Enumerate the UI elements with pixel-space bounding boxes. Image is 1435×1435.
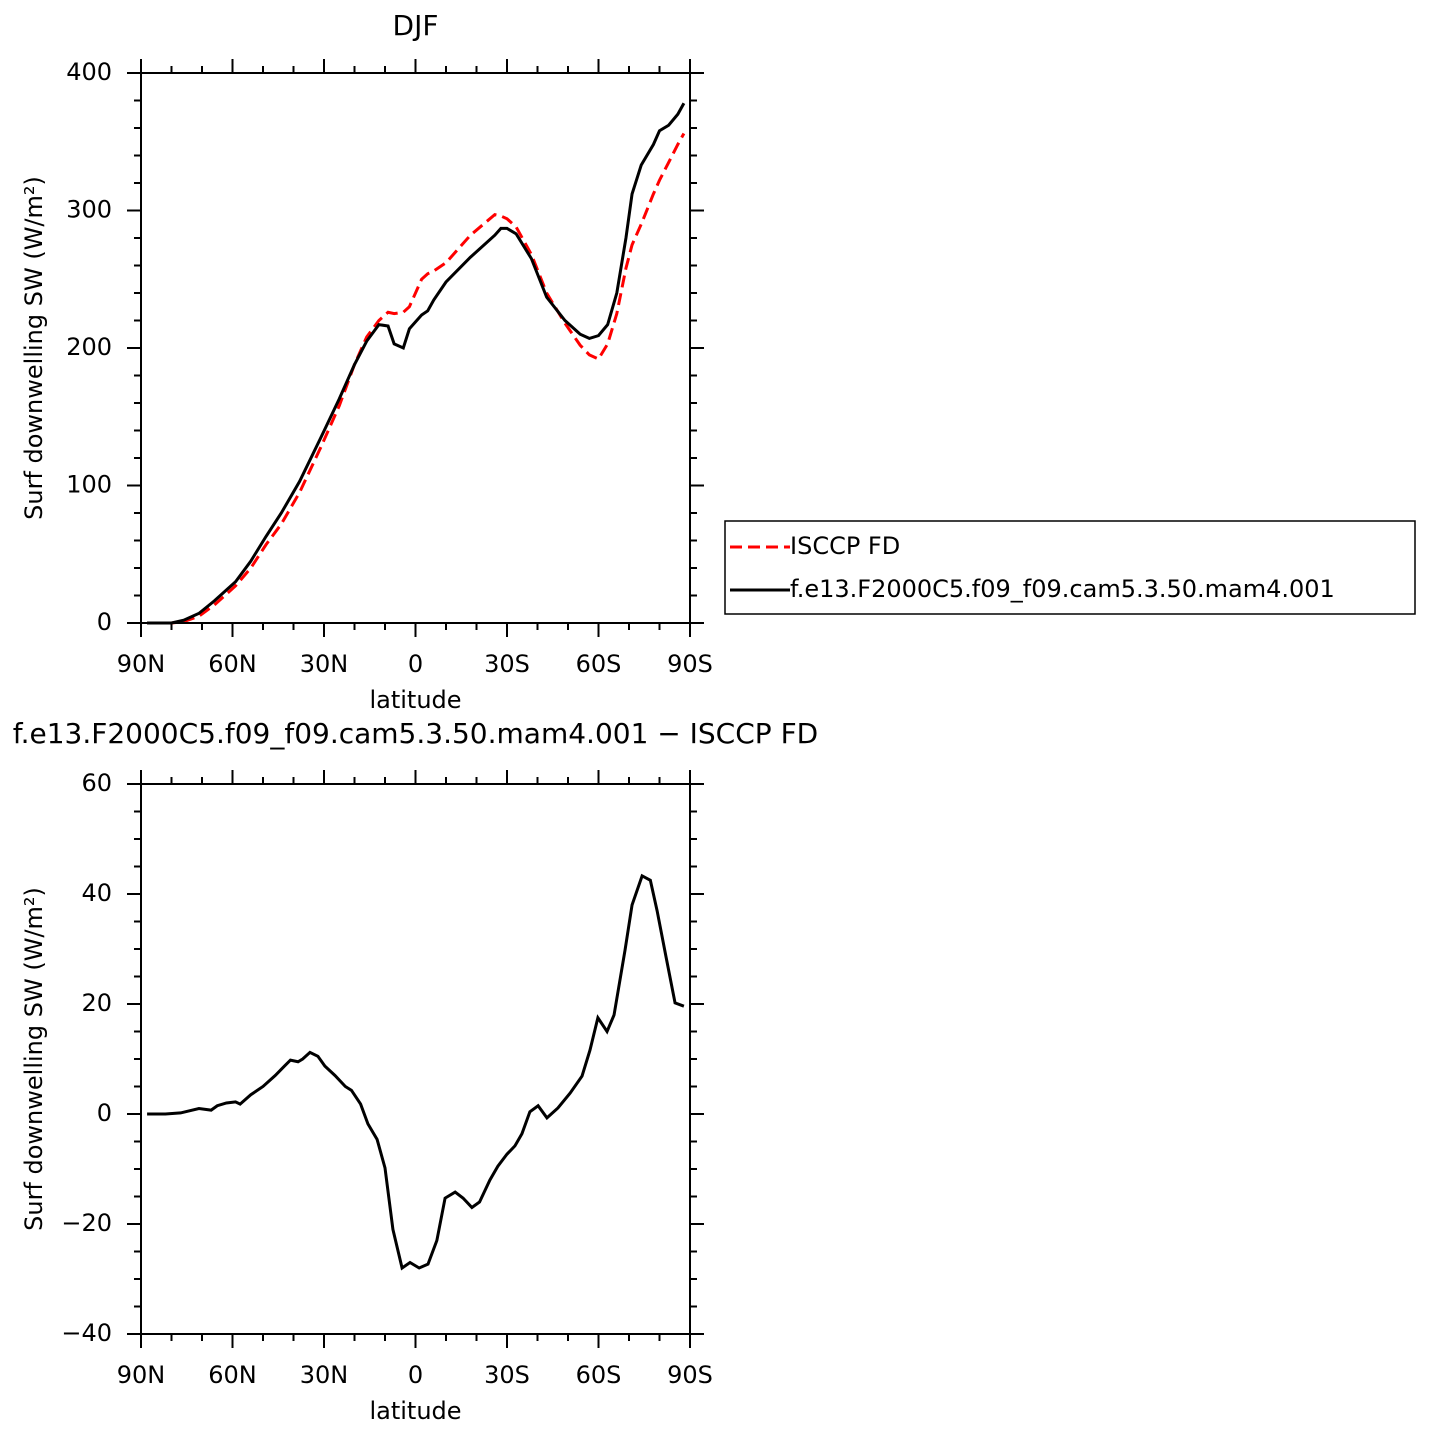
legend-box — [724, 520, 1416, 615]
panel: DJF latitude Surf downwelling SW (W/m²) 90N… — [20, 9, 1416, 714]
chart-title: DJF — [393, 9, 439, 42]
x-tick-label: 90S — [667, 1361, 713, 1389]
x-tick-label: 0 — [408, 1361, 423, 1389]
y-tick-label: 0 — [97, 1099, 112, 1127]
x-tick-label: 60S — [576, 650, 622, 678]
legend-label: ISCCP FD — [790, 532, 900, 560]
y-tick-label: 100 — [66, 471, 112, 499]
y-tick-label: 60 — [81, 769, 112, 797]
panel: f.e13.F2000C5.f09_f09.cam5.3.50.mam4.001… — [13, 717, 818, 1425]
chart-title: f.e13.F2000C5.f09_f09.cam5.3.50.mam4.001… — [13, 717, 818, 750]
y-tick-label: 200 — [66, 333, 112, 361]
x-tick-label: 30N — [300, 650, 349, 678]
plot-frame — [140, 72, 691, 624]
y-tick-label: −20 — [61, 1209, 112, 1237]
x-tick-label: 30S — [484, 1361, 530, 1389]
y-tick-label: 40 — [81, 879, 112, 907]
y-tick-label: 0 — [97, 608, 112, 636]
data-line — [147, 132, 686, 625]
x-tick-label: 60N — [208, 650, 257, 678]
x-tick-label: 90N — [117, 650, 166, 678]
data-line — [147, 102, 686, 625]
y-tick-label: −40 — [61, 1319, 112, 1347]
x-tick-label: 90S — [667, 650, 713, 678]
data-line — [147, 873, 685, 1271]
y-tick-label: 400 — [66, 58, 112, 86]
x-axis-label: latitude — [369, 1397, 461, 1425]
y-axis-label: Surf downwelling SW (W/m²) — [20, 887, 48, 1231]
x-tick-label: 60N — [208, 1361, 257, 1389]
legend-label: f.e13.F2000C5.f09_f09.cam5.3.50.mam4.001 — [790, 575, 1335, 603]
plot-frame — [140, 783, 691, 1335]
x-axis-label: latitude — [369, 686, 461, 714]
x-tick-label: 60S — [576, 1361, 622, 1389]
y-tick-label: 20 — [81, 989, 112, 1017]
x-tick-label: 90N — [117, 1361, 166, 1389]
x-tick-label: 0 — [408, 650, 423, 678]
x-tick-label: 30N — [300, 1361, 349, 1389]
x-tick-label: 30S — [484, 650, 530, 678]
y-tick-label: 300 — [66, 196, 112, 224]
y-axis-label: Surf downwelling SW (W/m²) — [20, 176, 48, 520]
